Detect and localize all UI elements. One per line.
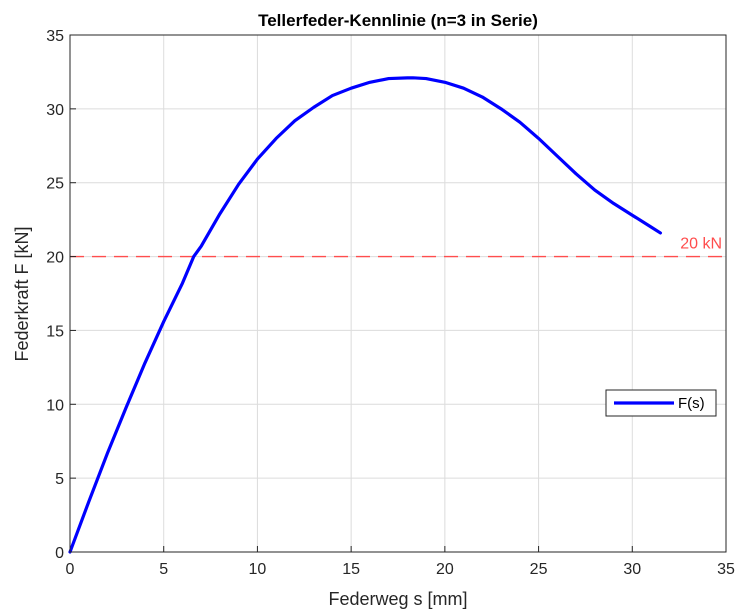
y-tick-label-2: 10	[46, 397, 64, 414]
series-line-0	[68, 76, 662, 554]
chart-title: Tellerfeder-Kennlinie (n=3 in Serie)	[258, 11, 538, 30]
y-tick-label-7: 35	[46, 28, 64, 45]
x-tick-label-6: 30	[623, 561, 641, 578]
reference-line-label: 20 kN	[680, 236, 722, 253]
y-tick-label-0: 0	[55, 545, 64, 562]
x-tick-label-5: 25	[530, 561, 548, 578]
plot-frame	[69, 34, 727, 553]
reference-line-group: 20 kN	[70, 236, 726, 258]
x-tick-label-0: 0	[66, 561, 75, 578]
series-group	[68, 76, 662, 554]
x-tick-label-3: 15	[342, 561, 360, 578]
y-tick-label-5: 25	[46, 176, 64, 193]
x-tick-label-4: 20	[436, 561, 454, 578]
legend-entry-0: F(s)	[678, 395, 705, 412]
x-tick-label-1: 5	[159, 561, 168, 578]
x-tick-label-2: 10	[249, 561, 267, 578]
y-axis-label: Federkraft F [kN]	[12, 226, 32, 361]
y-tick-label-6: 30	[46, 102, 64, 119]
y-tick-label-4: 20	[46, 250, 64, 267]
x-axis: 0 5 10 15 20 25 30 35	[66, 546, 735, 578]
grid	[69, 34, 727, 553]
y-axis: 0 5 10 15 20 25 30 35	[46, 28, 76, 562]
y-tick-label-3: 15	[46, 323, 64, 340]
x-tick-label-7: 35	[717, 561, 735, 578]
legend: F(s)	[605, 389, 717, 417]
y-tick-label-1: 5	[55, 471, 64, 488]
x-axis-label: Federweg s [mm]	[328, 589, 467, 609]
